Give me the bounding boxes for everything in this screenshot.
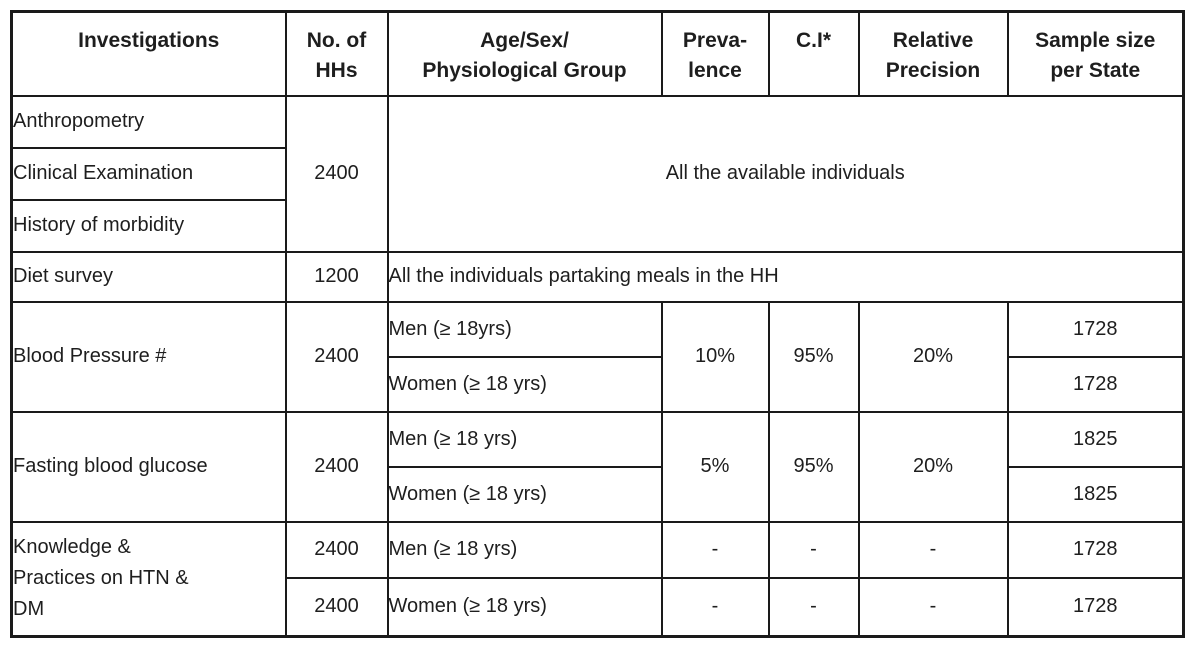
cell-sample-knowledge-practices-women: 1728 (1006, 576, 1185, 638)
cell-sample-fasting-glucose-men: 1825 (1006, 410, 1185, 468)
cell-investigation-history-of-morbidity: History of morbidity (10, 198, 287, 253)
header-prevalence: Preva- lence (660, 10, 770, 97)
cell-group-blood-pressure-men: Men (≥ 18yrs) (386, 300, 663, 358)
row-anthropometry: Anthropometry 2400 All the available ind… (10, 94, 1185, 253)
cell-prevalence-knowledge-practices-women: - (660, 576, 770, 638)
row-history-of-morbidity: History of morbidity (10, 198, 1184, 253)
header-relative-precision: Relative Precision (857, 10, 1009, 97)
row-fasting-glucose-women: Women (≥ 18 yrs) 1825 (12, 465, 1185, 523)
row-blood-pressure-men: Blood Pressure # 2400 Men (≥ 18yrs) 10% … (10, 300, 1185, 413)
cell-sample-blood-pressure-men: 1728 (1006, 300, 1185, 358)
cell-coverage-all-individuals: All the available individuals (386, 94, 1185, 253)
cell-sample-blood-pressure-women: 1728 (1006, 355, 1185, 413)
header-no-of-hhs: No. of HHs (284, 10, 389, 97)
cell-sample-fasting-glucose-women: 1825 (1006, 465, 1185, 523)
header-investigations: Investigations (10, 10, 287, 97)
cell-precision-knowledge-practices-men: - (857, 520, 1009, 579)
cell-hhs-fasting-glucose: 2400 (284, 410, 389, 523)
row-fasting-glucose-men: Fasting blood glucose 2400 Men (≥ 18 yrs… (10, 410, 1185, 523)
cell-investigation-fasting-glucose: Fasting blood glucose (10, 410, 287, 523)
cell-group-fasting-glucose-men: Men (≥ 18 yrs) (386, 410, 663, 468)
cell-investigation-diet-survey: Diet survey (10, 250, 287, 303)
header-sample-size-per-state: Sample size per State (1006, 10, 1185, 97)
cell-precision-knowledge-practices-women: - (857, 576, 1009, 638)
cell-sample-knowledge-practices-men: 1728 (1006, 520, 1185, 579)
cell-prevalence-fasting-glucose: 5% (660, 410, 770, 523)
cell-investigation-clinical-examination: Clinical Examination (10, 146, 287, 201)
row-knowledge-practices-women: 2400 Women (≥ 18 yrs) - - - 1728 (12, 576, 1185, 638)
cell-group-knowledge-practices-men: Men (≥ 18 yrs) (386, 520, 663, 579)
cell-hhs-diet-survey: 1200 (284, 250, 389, 303)
cell-ci-blood-pressure: 95% (767, 300, 860, 413)
cell-hhs-knowledge-practices-men: 2400 (284, 520, 389, 579)
cell-coverage-diet-survey: All the individuals partaking meals in t… (386, 250, 1185, 303)
row-knowledge-practices-men: Knowledge & Practices on HTN & DM 2400 M… (10, 520, 1185, 638)
row-clinical-examination: Clinical Examination (10, 146, 1184, 201)
survey-sampling-table: Investigations No. of HHs Age/Sex/ Physi… (10, 10, 1185, 638)
cell-hhs-knowledge-practices-women: 2400 (284, 576, 389, 638)
header-row: Investigations No. of HHs Age/Sex/ Physi… (10, 10, 1185, 97)
cell-precision-fasting-glucose: 20% (857, 410, 1009, 523)
cell-investigation-anthropometry: Anthropometry (10, 94, 287, 149)
cell-ci-fasting-glucose: 95% (767, 410, 860, 523)
row-blood-pressure-women: Women (≥ 18 yrs) 1728 (12, 355, 1185, 413)
cell-ci-knowledge-practices-women: - (767, 576, 860, 638)
cell-ci-knowledge-practices-men: - (767, 520, 860, 579)
cell-group-knowledge-practices-women: Women (≥ 18 yrs) (386, 576, 663, 638)
cell-hhs-blood-pressure: 2400 (284, 300, 389, 413)
cell-prevalence-blood-pressure: 10% (660, 300, 770, 413)
cell-investigation-blood-pressure: Blood Pressure # (10, 300, 287, 413)
cell-investigation-knowledge-practices: Knowledge & Practices on HTN & DM (10, 520, 287, 638)
header-ci: C.I* (767, 10, 860, 97)
cell-group-fasting-glucose-women: Women (≥ 18 yrs) (386, 465, 663, 523)
cell-prevalence-knowledge-practices-men: - (660, 520, 770, 579)
cell-hhs-anthro-group: 2400 (284, 94, 389, 253)
row-diet-survey: Diet survey 1200 All the individuals par… (10, 250, 1185, 303)
cell-group-blood-pressure-women: Women (≥ 18 yrs) (386, 355, 663, 413)
header-age-sex-group: Age/Sex/ Physiological Group (386, 10, 663, 97)
cell-precision-blood-pressure: 20% (857, 300, 1009, 413)
